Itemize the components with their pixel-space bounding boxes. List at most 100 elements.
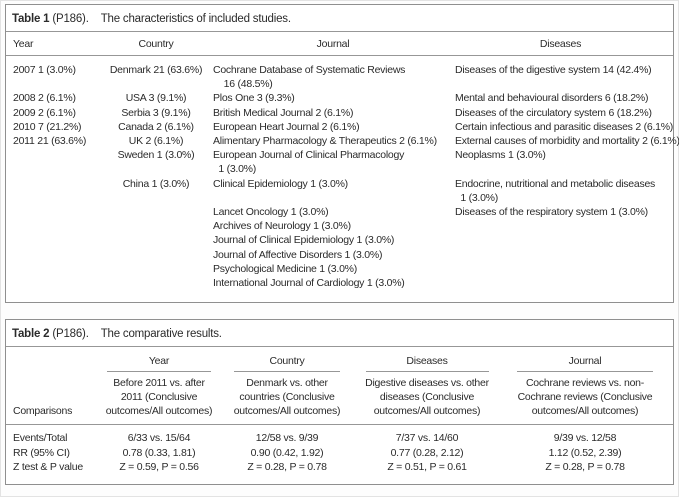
table2-value-cell: 0.90 (0.42, 1.92) — [250, 446, 324, 459]
table1-year-cell: 2007 1 (3.0%) — [13, 64, 76, 76]
table2-column-group: Journal Cochrane reviews vs. non-Cochrane… — [502, 354, 668, 418]
table2-group-label: Country — [233, 354, 341, 373]
table2-header: Comparisons Year Before 2011 vs. after 20… — [6, 347, 673, 426]
table1-diseases-cell — [453, 162, 668, 176]
table1-journal-cell: European Journal of Clinical Pharmacolog… — [213, 149, 405, 162]
table1-journal-cell: Archives of Neurology 1 (3.0%) — [213, 220, 351, 233]
table2-group-subtitle: Digestive diseases vs. other diseases (C… — [365, 377, 489, 418]
table1-title: Table 1 (P186). The characteristics of i… — [6, 5, 673, 32]
table1-year-cell: 2009 2 (6.1%) — [13, 106, 76, 119]
table2-ref: (P186). — [52, 328, 89, 341]
table1-journal-cell: Journal of Clinical Epidemiology 1 (3.0%… — [213, 234, 395, 247]
table1-year-cell — [11, 77, 99, 91]
table-row: Journal of Clinical Epidemiology 1 (3.0%… — [11, 233, 668, 247]
table1-year-cell — [11, 233, 99, 247]
table1-diseases-cell — [453, 262, 668, 276]
table1-journal-cell: Cochrane Database of Systematic Reviews — [213, 64, 406, 76]
table1-year-cell — [11, 148, 99, 162]
table1-col-header-diseases: Diseases — [539, 38, 582, 50]
table-row: Z test & P value Z = 0.59, P = 0.56 Z = 0.… — [11, 460, 668, 475]
table1-journal-cell: Journal of Affective Disorders 1 (3.0%) — [213, 248, 383, 261]
table1-country-cell: Serbia 3 (9.1%) — [121, 106, 191, 119]
table1-journal-cell: Lancet Oncology 1 (3.0%) — [213, 206, 329, 219]
table1-year-cell: 2011 21 (63.6%) — [13, 135, 87, 148]
table1-country-cell: China 1 (3.0%) — [122, 177, 190, 190]
table2-column-group: Year Before 2011 vs. after 2011 (Conclusi… — [96, 354, 222, 418]
table1-diseases-cell — [453, 248, 668, 262]
table2-group-subtitle: Cochrane reviews vs. non-Cochrane review… — [517, 377, 653, 418]
table1-year-cell: 2010 7 (21.2%) — [13, 120, 82, 133]
table2-row-label-header: Comparisons — [13, 405, 73, 418]
table2-body: Events/Total 6/33 vs. 15/64 12/58 vs. 9/39… — [6, 425, 673, 484]
table-row: Journal of Affective Disorders 1 (3.0%) — [11, 248, 668, 262]
table1-diseases-cell: Certain infectious and parasitic disease… — [455, 120, 674, 133]
table1-journal-cell: International Journal of Cardiology 1 (3… — [213, 277, 405, 290]
table1-country-cell — [99, 248, 213, 262]
table1-country-cell: Denmark 21 (63.6%) — [109, 64, 203, 76]
table2-value-cell: Z = 0.28, P = 0.78 — [545, 461, 625, 474]
table-row: RR (95% CI) 0.78 (0.33, 1.81) 0.90 (0.42, … — [11, 446, 668, 461]
table-row: 2009 2 (6.1%) Serbia 3 (9.1%) British Medi… — [11, 106, 668, 120]
table1-diseases-cell: Diseases of the circulatory system 6 (18… — [455, 106, 652, 119]
table1-diseases-cell — [453, 77, 668, 91]
table1-year-cell — [11, 262, 99, 276]
table1-diseases-cell: Neoplasms 1 (3.0%) — [455, 149, 546, 162]
table2-column-group: Diseases Digestive diseases vs. other dis… — [352, 354, 502, 418]
table1-body: 2007 1 (3.0%) Denmark 21 (63.6%) Cochrane … — [6, 56, 679, 302]
table1-diseases-cell: External causes of morbidity and mortali… — [455, 135, 679, 148]
table2-value-cell: Z = 0.51, P = 0.61 — [387, 461, 467, 474]
table2-value-cell: 0.77 (0.28, 2.12) — [390, 446, 464, 459]
table1-col-header-year: Year — [13, 38, 34, 50]
table2-title: Table 2 (P186). The comparative results. — [6, 320, 673, 348]
table1-col-header-journal: Journal — [316, 38, 350, 50]
table2-value-cell: Z = 0.28, P = 0.78 — [247, 461, 327, 474]
table1-diseases-cell: Mental and behavioural disorders 6 (18.2… — [455, 92, 649, 105]
table2-value-cell: 1.12 (0.52, 2.39) — [548, 446, 622, 459]
table2-value-cell: 7/37 vs. 14/60 — [395, 432, 459, 445]
table1-diseases-cell — [453, 276, 668, 290]
table2-group-subtitle: Denmark vs. other countries (Conclusive … — [233, 377, 341, 418]
table1-journal-cell: Alimentary Pharmacology & Therapeutics 2… — [213, 135, 437, 148]
table1-column-headers: Year Country Journal Diseases — [6, 32, 673, 56]
table1-country-cell — [99, 219, 213, 233]
table1-country-cell — [99, 162, 213, 176]
table1-year-cell — [11, 191, 99, 205]
table1-country-cell: UK 2 (6.1%) — [128, 135, 184, 148]
table1-ref: (P186). — [52, 13, 89, 25]
table1-year-cell — [11, 248, 99, 262]
table2-row-label: Z test & P value — [13, 461, 83, 474]
table1-country-cell: Canada 2 (6.1%) — [118, 120, 194, 133]
table1-journal-cell: European Heart Journal 2 (6.1%) — [213, 120, 360, 133]
table1-country-cell: USA 3 (9.1%) — [125, 92, 187, 105]
table-row: 2008 2 (6.1%) USA 3 (9.1%) Plos One 3 (9.3… — [11, 91, 668, 105]
table2-value-cell: Z = 0.59, P = 0.56 — [119, 461, 199, 474]
table1-year-cell: 2008 2 (6.1%) — [13, 92, 76, 105]
table1-country-cell — [99, 262, 213, 276]
table-row: International Journal of Cardiology 1 (3… — [11, 276, 668, 290]
table1-journal-cell: British Medical Journal 2 (6.1%) — [213, 106, 354, 119]
table1-year-cell — [11, 162, 99, 176]
table1-country-cell — [99, 233, 213, 247]
table1-diseases-cell: 1 (3.0%) — [455, 191, 499, 204]
table1-journal-cell: Plos One 3 (9.3%) — [213, 92, 295, 105]
table2-row-label: RR (95% CI) — [13, 446, 70, 459]
table1-diseases-cell: Endocrine, nutritional and metabolic dis… — [455, 177, 656, 190]
table2-group-label: Journal — [516, 354, 654, 373]
table1-diseases-cell — [453, 219, 668, 233]
table-row: Psychological Medicine 1 (3.0%) — [11, 262, 668, 276]
table-row: 2011 21 (63.6%) UK 2 (6.1%) Alimentary Pha… — [11, 134, 679, 148]
table-row: Events/Total 6/33 vs. 15/64 12/58 vs. 9/39… — [11, 431, 668, 446]
table2-group-label: Year — [107, 354, 211, 373]
table2-value-cell: 12/58 vs. 9/39 — [255, 432, 319, 445]
table1-year-cell — [11, 219, 99, 233]
table1-country-cell — [99, 191, 213, 205]
table1-col-header-country: Country — [138, 38, 174, 50]
table2-box: Table 2 (P186). The comparative results.… — [5, 319, 674, 485]
table2-value-cell: 6/33 vs. 15/64 — [127, 432, 191, 445]
table1-journal-cell — [213, 191, 453, 205]
table1-diseases-cell — [453, 233, 668, 247]
table1-country-cell — [99, 77, 213, 91]
table-row: 2007 1 (3.0%) Denmark 21 (63.6%) Cochrane … — [11, 63, 668, 77]
table1-caption: The characteristics of included studies. — [100, 13, 291, 25]
